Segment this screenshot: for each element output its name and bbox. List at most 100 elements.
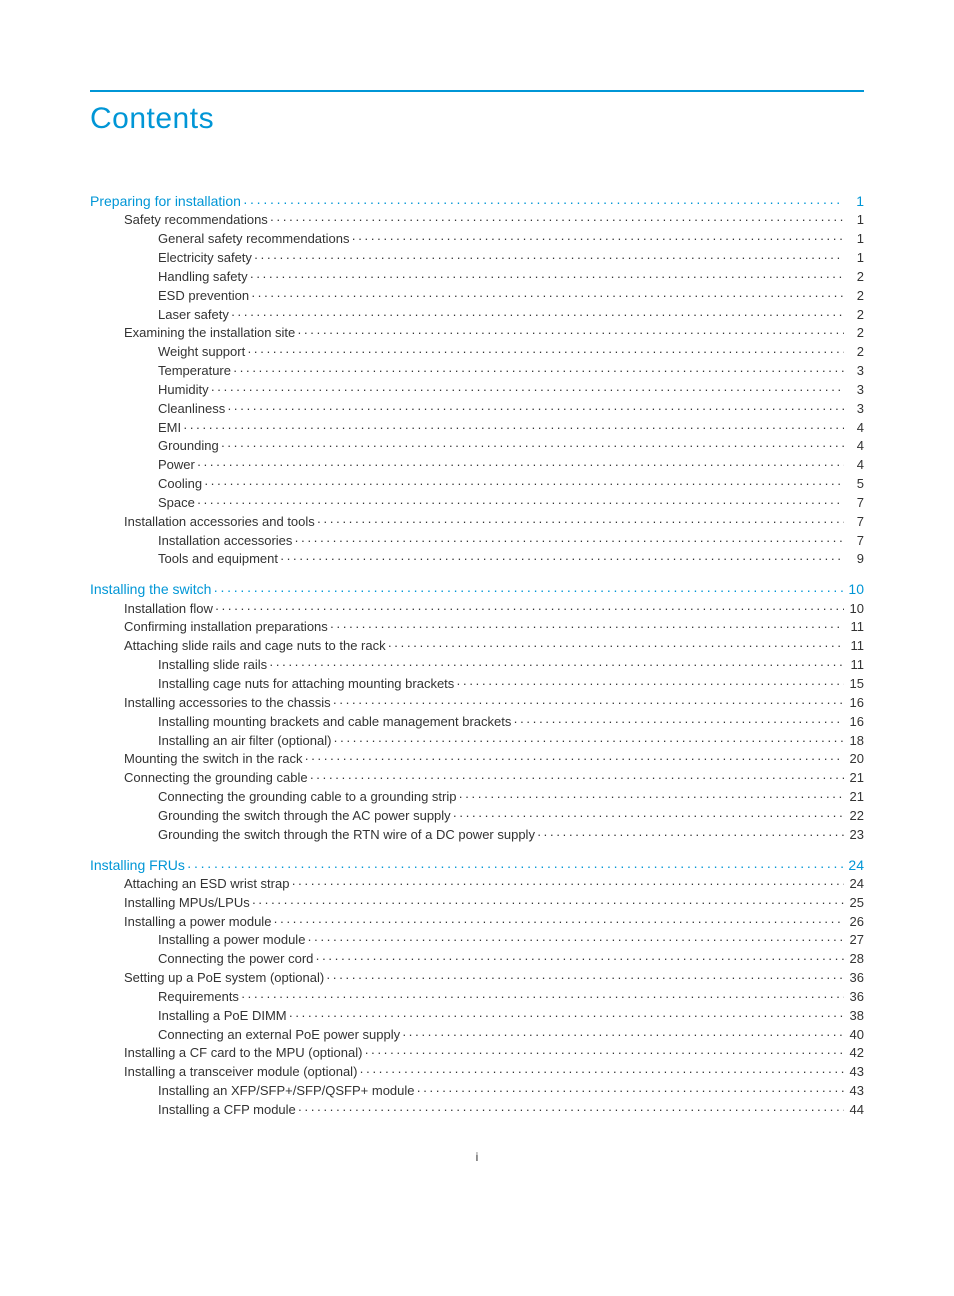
toc-entry[interactable]: Setting up a PoE system (optional)36 — [90, 969, 864, 988]
toc-entry[interactable]: Attaching an ESD wrist strap24 — [90, 875, 864, 894]
toc-entry[interactable]: Installation accessories and tools7 — [90, 513, 864, 532]
toc-leader-dots — [291, 875, 844, 888]
toc-leader-dots — [513, 713, 844, 726]
toc-leader-dots — [298, 1101, 844, 1114]
toc-entry[interactable]: Humidity3 — [90, 381, 864, 400]
toc-text: Connecting an external PoE power supply — [158, 1026, 400, 1045]
toc-entry[interactable]: Installing slide rails11 — [90, 656, 864, 675]
toc-entry[interactable]: Installing a PoE DIMM38 — [90, 1007, 864, 1026]
toc-entry[interactable]: Installing an XFP/SFP+/SFP/QSFP+ module4… — [90, 1082, 864, 1101]
toc-page-number: 10 — [846, 579, 864, 599]
toc-page-number: 1 — [846, 211, 864, 230]
toc-page-number: 16 — [846, 694, 864, 713]
toc-entry[interactable]: Installing a CFP module44 — [90, 1101, 864, 1120]
toc-entry[interactable]: Cooling5 — [90, 475, 864, 494]
toc-page-number: 15 — [846, 675, 864, 694]
toc-entry[interactable]: Connecting the grounding cable to a grou… — [90, 788, 864, 807]
toc-entry[interactable]: Tools and equipment9 — [90, 550, 864, 569]
toc-leader-dots — [250, 268, 844, 281]
toc-entry[interactable]: Handling safety2 — [90, 268, 864, 287]
toc-page-number: 25 — [846, 894, 864, 913]
toc-entry[interactable]: Space7 — [90, 494, 864, 513]
toc-text: EMI — [158, 419, 181, 438]
toc-text: Installing mounting brackets and cable m… — [158, 713, 511, 732]
toc-text: Tools and equipment — [158, 550, 278, 569]
toc-entry[interactable]: Examining the installation site2 — [90, 324, 864, 343]
toc-chapter[interactable]: Installing FRUs24 — [90, 855, 864, 875]
toc-entry[interactable]: Cleanliness3 — [90, 400, 864, 419]
toc-entry[interactable]: Connecting an external PoE power supply 4… — [90, 1026, 864, 1045]
toc-page-number: 7 — [846, 494, 864, 513]
toc-entry[interactable]: Connecting the grounding cable21 — [90, 769, 864, 788]
toc-leader-dots — [359, 1063, 844, 1076]
toc-entry[interactable]: Laser safety2 — [90, 306, 864, 325]
toc-entry[interactable]: Installing a power module27 — [90, 931, 864, 950]
toc-leader-dots — [280, 550, 844, 563]
toc-leader-dots — [537, 826, 844, 839]
toc-entry[interactable]: Installing an air filter (optional)18 — [90, 732, 864, 751]
toc-entry[interactable]: Installing a transceiver module (optiona… — [90, 1063, 864, 1082]
toc-leader-dots — [317, 513, 844, 526]
toc-leader-dots — [197, 456, 844, 469]
toc-entry[interactable]: General safety recommendations1 — [90, 230, 864, 249]
toc-page-number: 2 — [846, 306, 864, 325]
toc-page-number: 40 — [846, 1026, 864, 1045]
toc-entry[interactable]: Installing mounting brackets and cable m… — [90, 713, 864, 732]
section-gap — [90, 845, 864, 855]
toc-leader-dots — [310, 769, 844, 782]
toc-entry[interactable]: Power4 — [90, 456, 864, 475]
page-number: i — [90, 1150, 864, 1164]
toc-entry[interactable]: Grounding the switch through the AC powe… — [90, 807, 864, 826]
toc-entry[interactable]: Installation accessories7 — [90, 532, 864, 551]
toc-leader-dots — [294, 532, 844, 545]
toc-chapter[interactable]: Preparing for installation1 — [90, 191, 864, 211]
toc-text: Installing FRUs — [90, 855, 185, 875]
toc-page-number: 4 — [846, 437, 864, 456]
toc-text: Connecting the grounding cable to a grou… — [158, 788, 457, 807]
toc-leader-dots — [326, 969, 844, 982]
toc-text: Cleanliness — [158, 400, 225, 419]
toc-text: Attaching slide rails and cage nuts to t… — [124, 637, 386, 656]
toc-text: Grounding the switch through the RTN wir… — [158, 826, 535, 845]
toc-entry[interactable]: Confirming installation preparations11 — [90, 618, 864, 637]
toc-leader-dots — [204, 475, 844, 488]
toc-entry[interactable]: Installation flow10 — [90, 600, 864, 619]
toc-text: Setting up a PoE system (optional) — [124, 969, 324, 988]
toc-entry[interactable]: Installing MPUs/LPUs25 — [90, 894, 864, 913]
toc-page-number: 4 — [846, 419, 864, 438]
toc-entry[interactable]: Temperature3 — [90, 362, 864, 381]
toc-entry[interactable]: Installing cage nuts for attaching mount… — [90, 675, 864, 694]
toc-entry[interactable]: ESD prevention2 — [90, 287, 864, 306]
toc-entry[interactable]: Safety recommendations 1 — [90, 211, 864, 230]
toc-text: Installing a CF card to the MPU (optiona… — [124, 1044, 362, 1063]
toc-text: Installing an air filter (optional) — [158, 732, 331, 751]
toc-entry[interactable]: Requirements36 — [90, 988, 864, 1007]
toc-text: Safety recommendations — [124, 211, 268, 230]
toc-entry[interactable]: Mounting the switch in the rack20 — [90, 750, 864, 769]
toc-page-number: 2 — [846, 268, 864, 287]
toc-text: Cooling — [158, 475, 202, 494]
toc-leader-dots — [307, 931, 844, 944]
toc-leader-dots — [221, 437, 844, 450]
toc-leader-dots — [213, 580, 844, 594]
toc-page-number: 3 — [846, 362, 864, 381]
toc-page-number: 7 — [846, 532, 864, 551]
toc-entry[interactable]: Installing accessories to the chassis 16 — [90, 694, 864, 713]
page-title: Contents — [90, 102, 864, 136]
toc-text: Installing accessories to the chassis — [124, 694, 331, 713]
toc-entry[interactable]: Electricity safety1 — [90, 249, 864, 268]
toc-page-number: 10 — [846, 600, 864, 619]
toc-page-number: 44 — [846, 1101, 864, 1120]
toc-leader-dots — [456, 675, 844, 688]
toc-entry[interactable]: EMI 4 — [90, 419, 864, 438]
toc-entry[interactable]: Connecting the power cord28 — [90, 950, 864, 969]
toc-entry[interactable]: Attaching slide rails and cage nuts to t… — [90, 637, 864, 656]
toc-entry[interactable]: Installing a CF card to the MPU (optiona… — [90, 1044, 864, 1063]
toc-entry[interactable]: Installing a power module26 — [90, 913, 864, 932]
toc-chapter[interactable]: Installing the switch10 — [90, 579, 864, 599]
toc-leader-dots — [233, 362, 844, 375]
toc-entry[interactable]: Weight support2 — [90, 343, 864, 362]
section-gap — [90, 569, 864, 579]
toc-entry[interactable]: Grounding4 — [90, 437, 864, 456]
toc-entry[interactable]: Grounding the switch through the RTN wir… — [90, 826, 864, 845]
